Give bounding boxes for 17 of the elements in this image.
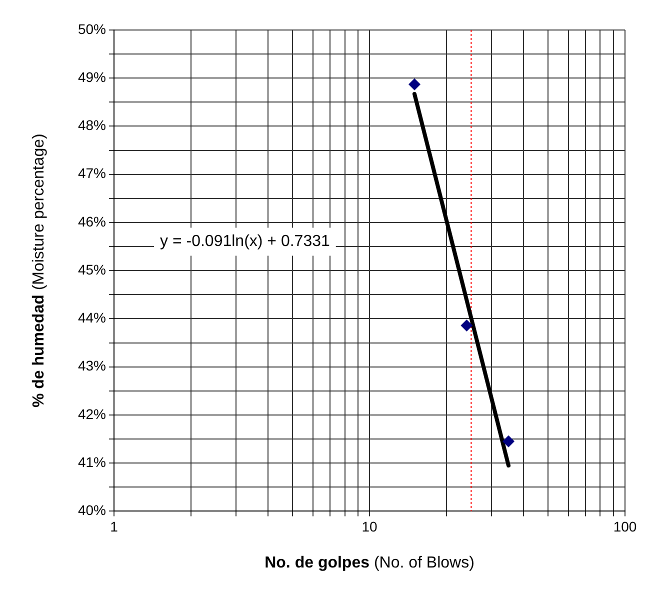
y-axis-title: % de humedad (Moisture percentage) — [30, 134, 48, 408]
y-tick-label: 49% — [78, 68, 106, 85]
y-tick-label: 42% — [78, 406, 106, 422]
y-tick-label: 41% — [78, 454, 106, 470]
y-tick-label: 44% — [78, 310, 106, 326]
x-tick-label: 1 — [110, 518, 118, 534]
y-tick-label: 43% — [78, 358, 106, 374]
y-tick-label: 46% — [78, 213, 106, 230]
y-tick-label: 40% — [78, 502, 106, 518]
y-tick-label: 50% — [78, 20, 106, 37]
x-axis-title: No. de golpes (No. of Blows) — [264, 554, 474, 572]
y-tick-label: 48% — [78, 117, 106, 134]
x-tick-label: 100 — [613, 518, 637, 534]
x-tick-label: 10 — [362, 518, 378, 534]
annotation: y = -0.091ln(x) + 0.7331 — [160, 233, 330, 250]
y-tick-label: 45% — [78, 261, 106, 278]
y-tick-label: 47% — [78, 165, 106, 182]
